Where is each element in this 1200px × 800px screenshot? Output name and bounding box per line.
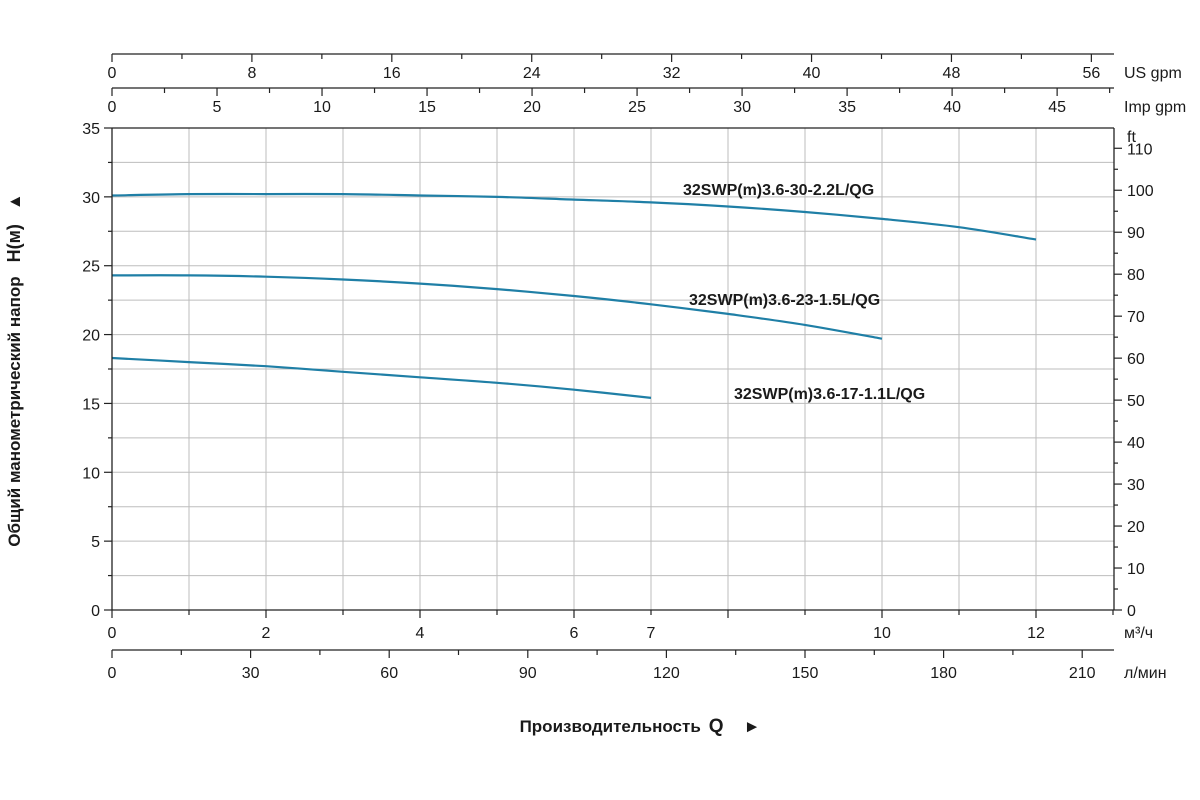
x-imp-tick-label: 15 [418,99,436,116]
x-us-tick-label: 8 [247,65,256,82]
x-imp-tick-label: 35 [838,99,856,116]
series-label-3: 32SWP(m)3.6-17-1.1L/QG [734,386,925,403]
y-right-tick-label: 80 [1127,267,1145,284]
y-right-tick-label: 0 [1127,603,1136,620]
y-left-tick-label: 20 [82,328,100,345]
y-left-tick-label: 15 [82,396,100,413]
x-lmin-tick-label: 90 [519,665,537,682]
y-axis-title-text: Общий манометрический напор [5,276,24,546]
y-right-tick-label: 100 [1127,183,1154,200]
y-left-tick-label: 35 [82,121,100,138]
x-us-tick-label: 0 [108,65,117,82]
x-us-tick-label: 24 [523,65,541,82]
x-us-unit: US gpm [1124,65,1182,82]
x-imp-tick-label: 45 [1048,99,1066,116]
x-lmin-tick-label: 0 [108,665,117,682]
x-primary-tick-label: 0 [108,625,117,642]
x-axis-title: Производительность Q ► [520,716,761,737]
series-label-1: 32SWP(m)3.6-30-2.2L/QG [683,182,874,199]
x-lmin-tick-label: 210 [1069,665,1096,682]
x-imp-tick-label: 25 [628,99,646,116]
y-axis-title-arrow: ▲ [5,193,24,210]
y-right-unit: ft [1127,129,1136,146]
x-primary-tick-label: 12 [1027,625,1045,642]
x-axis-title-text: Производительность [520,717,701,736]
series-curve-3 [112,358,651,398]
x-us-tick-label: 40 [803,65,821,82]
x-lmin-tick-label: 180 [930,665,957,682]
x-us-tick-label: 48 [943,65,961,82]
labels: ft м³/ч л/мин Imp gpm US gpm 32SWP(m)3.6-30-2… [4,65,1186,737]
y-axis-title-symbol: H(м) [4,224,24,262]
y-left-tick-label: 30 [82,190,100,207]
series-label-2: 32SWP(m)3.6-23-1.5L/QG [689,292,880,309]
y-right-tick-label: 40 [1127,435,1145,452]
x-imp-tick-label: 10 [313,99,331,116]
axes [112,54,1114,650]
y-right-tick-label: 70 [1127,309,1145,326]
y-right-tick-label: 20 [1127,519,1145,536]
x-us-tick-label: 16 [383,65,401,82]
x-imp-tick-label: 40 [943,99,961,116]
x-axis-title-symbol: Q [709,716,724,737]
x-imp-tick-label: 5 [213,99,222,116]
x-us-tick-label: 32 [663,65,681,82]
y-left-tick-label: 25 [82,259,100,276]
x-lmin-tick-label: 150 [792,665,819,682]
x-primary-tick-label: 7 [647,625,656,642]
y-right-tick-label: 60 [1127,351,1145,368]
x-imp-unit: Imp gpm [1124,99,1186,116]
y-right-tick-label: 50 [1127,393,1145,410]
x-lmin-unit: л/мин [1124,665,1167,682]
y-right-tick-label: 10 [1127,561,1145,578]
x-lmin-tick-label: 120 [653,665,680,682]
y-axis-title: Общий манометрический напор H(м) ▲ [4,193,24,546]
x-us-tick-label: 56 [1082,65,1100,82]
x-imp-tick-label: 0 [108,99,117,116]
x-lmin-tick-label: 60 [380,665,398,682]
x-imp-tick-label: 20 [523,99,541,116]
x-axis-title-arrow: ► [744,717,761,736]
x-primary-tick-label: 2 [262,625,271,642]
y-left-tick-label: 10 [82,465,100,482]
x-primary-tick-label: 6 [570,625,579,642]
y-right-tick-label: 30 [1127,477,1145,494]
x-imp-tick-label: 30 [733,99,751,116]
x-lmin-tick-label: 30 [242,665,260,682]
y-left-tick-label: 0 [91,603,100,620]
ticks: 0510152025303501020304050607080901001100… [82,54,1154,682]
x-primary-tick-label: 10 [873,625,891,642]
x-primary-tick-label: 4 [416,625,425,642]
x-primary-unit: м³/ч [1124,625,1153,642]
y-left-tick-label: 5 [91,534,100,551]
y-right-tick-label: 90 [1127,225,1145,242]
